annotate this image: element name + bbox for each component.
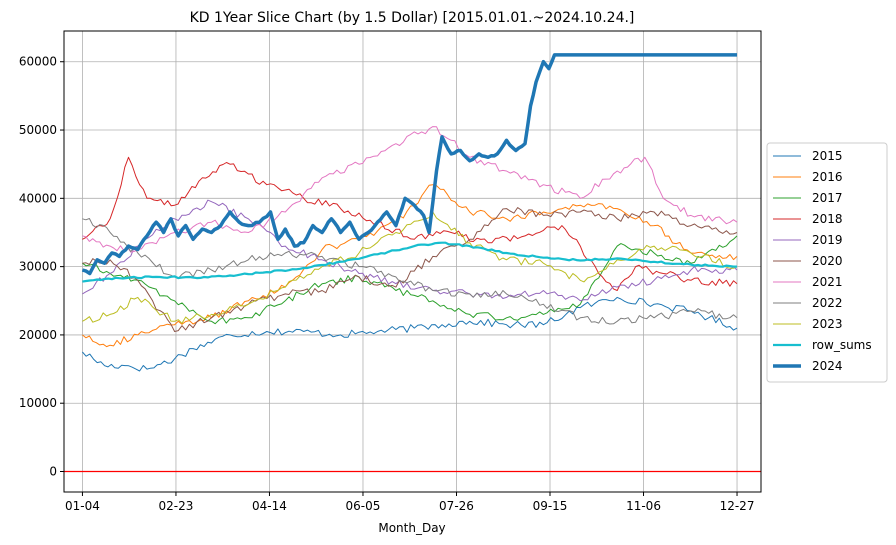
- legend-label: 2015: [812, 149, 843, 163]
- y-tick-label: 10000: [19, 396, 57, 410]
- series-line-2024: [81, 53, 737, 276]
- series-line-2015: [82, 296, 738, 372]
- legend-label: 2018: [812, 212, 843, 226]
- y-tick-label: 20000: [19, 328, 57, 342]
- series-line-row-sums: [82, 241, 737, 283]
- x-tick-label: 12-27: [720, 499, 755, 513]
- legend: 2015 2016 2017 2018 2019 2020 2021 2022 2023 row_…: [766, 142, 888, 383]
- chart-title: KD 1Year Slice Chart (by 1.5 Dollar) [20…: [190, 10, 635, 26]
- legend-label: 2024: [812, 359, 843, 373]
- series-lines: [81, 53, 738, 372]
- x-tick-label: 06-05: [346, 499, 381, 513]
- series-line-2017: [82, 235, 738, 325]
- series-line-2023: [82, 211, 738, 324]
- series-line-2018: [82, 156, 738, 291]
- series-line-2016: [82, 184, 738, 348]
- grid: [64, 31, 761, 492]
- y-tick-label: 30000: [19, 260, 57, 274]
- legend-label: 2023: [812, 317, 843, 331]
- series-line-2020: [82, 207, 738, 332]
- legend-label: 2019: [812, 233, 843, 247]
- y-axis: 0 10000 20000 30000 40000 50000 60000: [19, 55, 64, 479]
- x-tick-label: 11-06: [626, 499, 661, 513]
- legend-label: 2022: [812, 296, 843, 310]
- series-line-2019: [82, 199, 738, 302]
- series-line-2022: [82, 218, 738, 325]
- x-tick-label: 07-26: [439, 499, 474, 513]
- y-tick-label: 50000: [19, 123, 57, 137]
- y-tick-label: 60000: [19, 55, 57, 69]
- legend-label: row_sums: [812, 338, 872, 352]
- legend-label: 2021: [812, 275, 843, 289]
- legend-box: [766, 142, 888, 383]
- plot-frame: [63, 30, 762, 493]
- x-tick-label: 02-23: [159, 499, 194, 513]
- x-axis: 01-04 02-23 04-14 06-05 07-26 09-15 11-06 12-27: [65, 492, 754, 513]
- y-tick-label: 40000: [19, 191, 57, 205]
- x-tick-label: 01-04: [65, 499, 100, 513]
- x-tick-label: 09-15: [533, 499, 568, 513]
- legend-label: 2020: [812, 254, 843, 268]
- legend-label: 2016: [812, 170, 843, 184]
- x-axis-label: Month_Day: [378, 521, 445, 535]
- legend-label: 2017: [812, 191, 843, 205]
- x-tick-label: 04-14: [252, 499, 287, 513]
- y-tick-label: 0: [49, 465, 57, 479]
